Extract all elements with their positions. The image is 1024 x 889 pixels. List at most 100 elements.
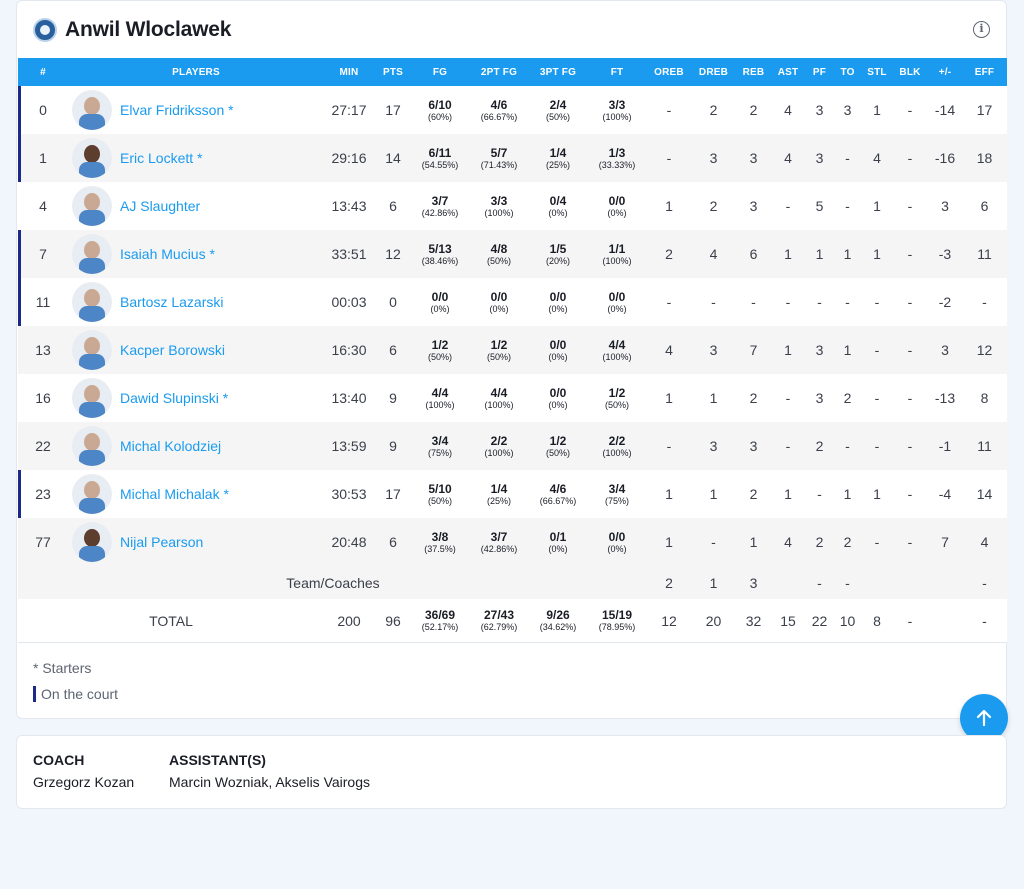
dreb-cell: 1 xyxy=(690,374,737,422)
dreb-cell: 3 xyxy=(690,134,737,182)
minutes-cell: 16:30 xyxy=(324,326,374,374)
eff-cell: - xyxy=(962,278,1007,326)
ft-cell: 15/19 (78.95%) xyxy=(586,599,648,643)
ast-cell: - xyxy=(770,278,806,326)
fg2-cell: 3/3 (100%) xyxy=(468,182,530,230)
fg-cell-made-attempted: 36/69 xyxy=(424,608,456,622)
oreb-cell: - xyxy=(648,134,690,182)
info-icon[interactable]: i xyxy=(973,21,990,38)
ast-cell: 4 xyxy=(770,134,806,182)
jersey-number: 13 xyxy=(35,342,51,358)
player-row: 4 AJ Slaughter 13:43 6 3/7 (42.86%) 3/3 (100%) 0… xyxy=(18,182,1007,230)
fg3-cell: 1/2 (50%) xyxy=(530,422,586,470)
pf-cell: 3 xyxy=(806,326,833,374)
player-avatar xyxy=(72,522,112,562)
fg-cell-percentage: (42.86%) xyxy=(421,207,459,218)
pf-cell: 3 xyxy=(806,134,833,182)
on-court-indicator xyxy=(18,470,21,518)
pf-cell: 3 xyxy=(806,86,833,134)
stl-cell xyxy=(862,566,892,599)
blk-cell: - xyxy=(892,599,928,643)
fg3-cell-made-attempted: 0/0 xyxy=(549,289,567,304)
column-header: OREB xyxy=(648,58,690,86)
ft-cell-percentage: (100%) xyxy=(602,351,632,362)
fg3-cell-made-attempted: 1/2 xyxy=(549,433,567,448)
fg2-cell-percentage: (0%) xyxy=(489,303,509,314)
jersey-number-cell: 0 xyxy=(18,86,68,134)
ast-cell: - xyxy=(770,374,806,422)
eff-cell: 14 xyxy=(962,470,1007,518)
eff-cell: 4 xyxy=(962,518,1007,566)
fg3-cell-made-attempted: 1/4 xyxy=(549,145,567,160)
to-cell: 2 xyxy=(833,374,862,422)
minutes-cell: 13:40 xyxy=(324,374,374,422)
on-court-label: On the court xyxy=(41,686,119,702)
player-cell: AJ Slaughter xyxy=(68,182,324,230)
fg-cell: 6/10 (60%) xyxy=(412,86,468,134)
blk-cell: - xyxy=(892,230,928,278)
player-avatar xyxy=(72,426,112,466)
player-name-link[interactable]: Eric Lockett * xyxy=(120,150,203,166)
jersey-number: 77 xyxy=(35,534,51,550)
oreb-cell: 12 xyxy=(648,599,690,643)
player-cell: Michal Michalak * xyxy=(68,470,324,518)
fg3-cell-percentage: (25%) xyxy=(545,159,570,170)
jersey-number-cell: 16 xyxy=(18,374,68,422)
player-name-link[interactable]: Kacper Borowski xyxy=(120,342,226,358)
plus-minus-cell: -4 xyxy=(928,470,962,518)
player-name-link[interactable]: Elvar Fridriksson * xyxy=(120,102,234,118)
player-name-link[interactable]: AJ Slaughter xyxy=(120,198,201,214)
fg-cell-percentage: (37.5%) xyxy=(424,543,456,554)
player-name-link[interactable]: Michal Michalak * xyxy=(120,486,229,502)
player-avatar xyxy=(72,378,112,418)
stl-cell: 1 xyxy=(862,470,892,518)
player-avatar xyxy=(72,186,112,226)
scroll-to-top-button[interactable] xyxy=(960,694,1008,742)
fg3-cell: 1/5 (20%) xyxy=(530,230,586,278)
to-cell: 2 xyxy=(833,518,862,566)
fg2-cell-made-attempted: 27/43 xyxy=(483,608,515,622)
ft-cell-made-attempted: 1/3 xyxy=(608,145,626,160)
team-name: Anwil Wloclawek xyxy=(65,18,232,41)
fg2-cell-percentage: (71.43%) xyxy=(480,159,518,170)
oreb-cell: 4 xyxy=(648,326,690,374)
fg2-cell-percentage: (66.67%) xyxy=(480,111,518,122)
box-score-table: # PLAYERS MIN PTS FG 2PT FG 3PT FG FT OREB DREB RE… xyxy=(18,58,1007,643)
fg-cell: 0/0 (0%) xyxy=(412,278,468,326)
coach-label: COACH xyxy=(33,752,85,768)
to-cell: - xyxy=(833,182,862,230)
ft-cell-made-attempted: 0/0 xyxy=(608,193,626,208)
dreb-cell: 2 xyxy=(690,86,737,134)
fg2-cell-percentage: (62.79%) xyxy=(480,622,518,632)
player-name-link[interactable]: Dawid Slupinski * xyxy=(120,390,229,406)
oreb-cell: 1 xyxy=(648,374,690,422)
player-name-link[interactable]: Isaiah Mucius * xyxy=(120,246,215,262)
minutes-cell: 13:59 xyxy=(324,422,374,470)
player-name-link[interactable]: Michal Kolodziej xyxy=(120,438,222,454)
fg3-cell: 0/0 (0%) xyxy=(530,278,586,326)
fg2-cell-made-attempted: 5/7 xyxy=(490,145,508,160)
player-name-link[interactable]: Bartosz Lazarski xyxy=(120,294,224,310)
to-cell: 1 xyxy=(833,470,862,518)
ast-cell: 1 xyxy=(770,470,806,518)
fg-cell: 3/8 (37.5%) xyxy=(412,518,468,566)
player-name-link[interactable]: Nijal Pearson xyxy=(120,534,204,550)
stl-cell: 1 xyxy=(862,86,892,134)
blk-cell: - xyxy=(892,374,928,422)
ft-cell-percentage: (0%) xyxy=(607,543,627,554)
plus-minus-cell: 3 xyxy=(928,182,962,230)
fg3-cell-percentage: (50%) xyxy=(545,111,570,122)
minutes-cell: 200 xyxy=(324,599,374,643)
ft-cell: 0/0 (0%) xyxy=(586,518,648,566)
fg-cell-percentage: (54.55%) xyxy=(421,159,459,170)
on-court-indicator xyxy=(18,86,21,134)
jersey-number-cell: 7 xyxy=(18,230,68,278)
points-cell: 6 xyxy=(374,182,412,230)
column-header: PLAYERS xyxy=(68,58,324,86)
fg-cell-made-attempted: 5/13 xyxy=(428,241,452,256)
stl-cell: - xyxy=(862,518,892,566)
stl-cell: - xyxy=(862,326,892,374)
oreb-cell: - xyxy=(648,278,690,326)
eff-cell: 11 xyxy=(962,422,1007,470)
fg-cell-made-attempted: 3/7 xyxy=(431,193,449,208)
